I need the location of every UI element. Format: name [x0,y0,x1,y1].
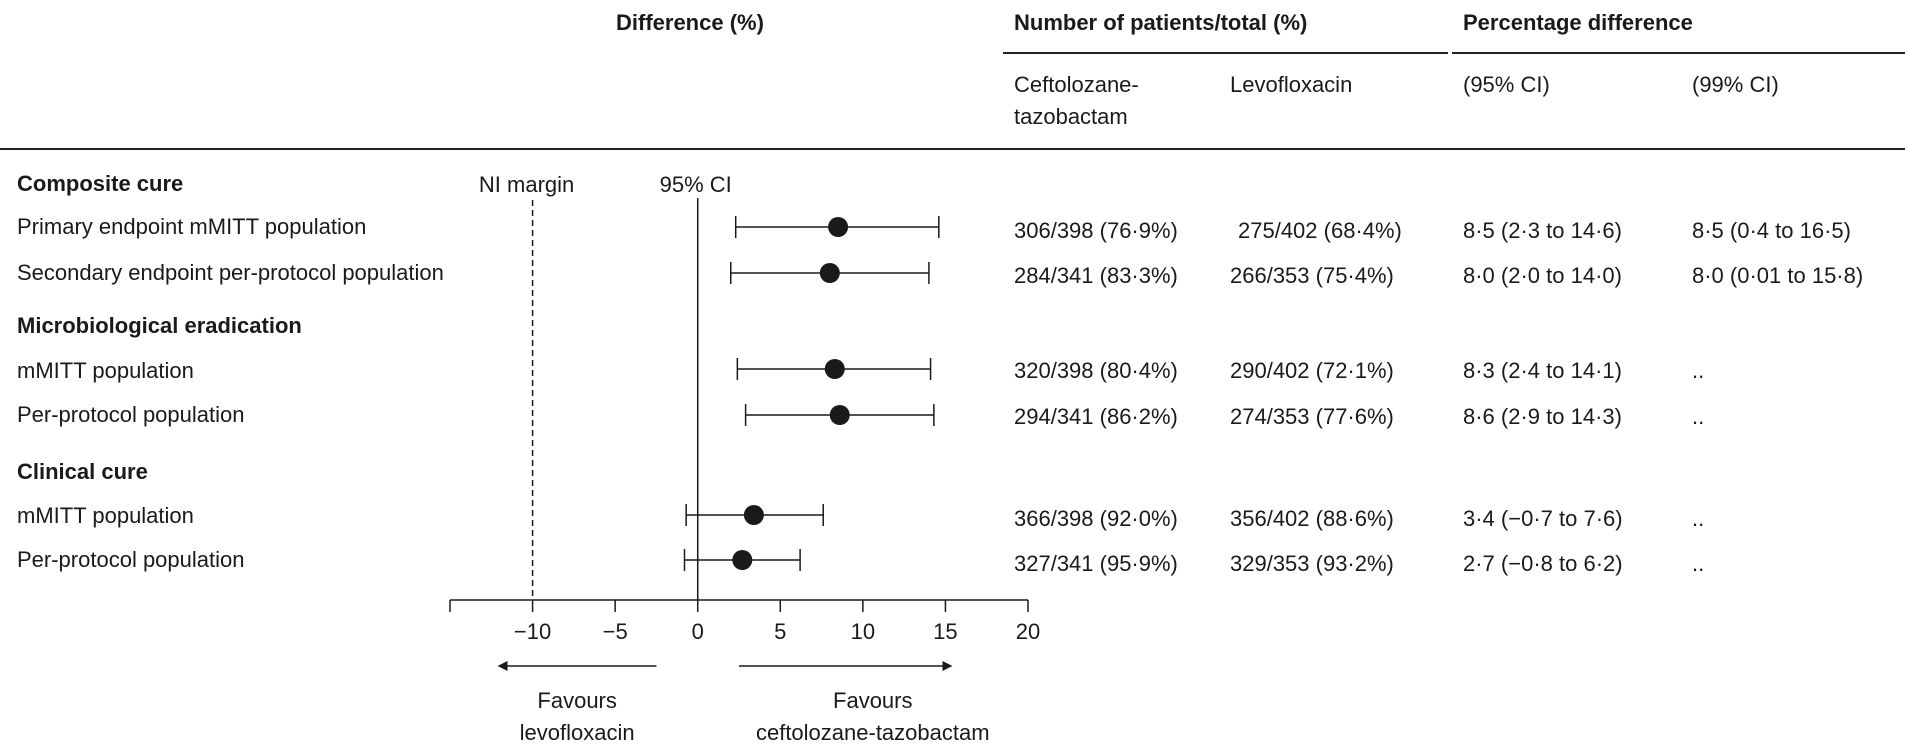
row-levo-value: 274/353 (77·6%) [1230,404,1394,429]
x-tick-label: −10 [514,619,551,644]
row-ci99-value: 8·5 (0·4 to 16·5) [1692,218,1851,243]
x-tick-label: 5 [774,619,786,644]
row-label: Secondary endpoint per-protocol populati… [17,260,444,285]
point-estimate [819,263,840,283]
row-label: Per-protocol population [17,547,245,572]
col-header-ceftolozane-2: tazobactam [1014,104,1128,129]
x-tick-label: 10 [851,619,875,644]
row-ci95-value: 8·5 (2·3 to 14·6) [1463,218,1622,243]
row-cef-value: 327/341 (95·9%) [1014,551,1178,576]
x-tick-label: 0 [692,619,704,644]
favours-right-label-2: ceftolozane-tazobactam [756,720,990,745]
favours-left-label-1: Favours [537,688,616,713]
row-levo-value: 290/402 (72·1%) [1230,358,1394,383]
row-cef-value: 320/398 (80·4%) [1014,358,1178,383]
favours-left-label-2: levofloxacin [520,720,635,745]
point-estimate [829,405,850,425]
row-ci99-value: .. [1692,551,1705,576]
row-label: Per-protocol population [17,402,245,427]
header-patients: Number of patients/total (%) [1014,10,1308,35]
section-microbiological-eradication: Microbiological eradication [17,313,302,338]
row-ci99-value: .. [1692,404,1705,429]
header-difference: Difference (%) [616,10,764,35]
ni-margin-label: NI margin [479,172,574,197]
row-ci99-value: .. [1692,506,1705,531]
point-estimate [828,217,849,237]
row-ci99-value: 8·0 (0·01 to 15·8) [1692,263,1864,288]
row-levo-value: 356/402 (88·6%) [1230,506,1394,531]
header-percentage-difference: Percentage difference [1463,10,1693,35]
row-ci95-value: 8·6 (2·9 to 14·3) [1463,404,1622,429]
x-tick-label: 20 [1016,619,1040,644]
row-levo-value: 275/402 (68·4%) [1238,218,1402,243]
row-label: Primary endpoint mMITT population [17,214,367,239]
point-estimate [824,359,845,379]
row-ci95-value: 2·7 (−0·8 to 6·2) [1463,551,1623,576]
row-ci95-value: 8·0 (2·0 to 14·0) [1463,263,1622,288]
favours-right-label-1: Favours [833,688,912,713]
x-tick-label: 15 [933,619,957,644]
point-estimate [732,550,753,570]
row-ci95-value: 3·4 (−0·7 to 7·6) [1463,506,1623,531]
col-header-ceftolozane-1: Ceftolozane- [1014,72,1139,97]
row-cef-value: 284/341 (83·3%) [1014,263,1178,288]
col-header-levofloxacin: Levofloxacin [1230,72,1353,97]
pctdiff-header-rule [1452,52,1905,54]
x-tick-label: −5 [603,619,628,644]
row-label: mMITT population [17,358,194,383]
col-header-ci99: (99% CI) [1692,72,1779,97]
point-estimate [743,505,764,525]
row-cef-value: 294/341 (86·2%) [1014,404,1178,429]
row-levo-value: 329/353 (93·2%) [1230,551,1394,576]
ci-label: 95% CI [660,172,732,197]
row-ci99-value: .. [1692,358,1705,383]
row-cef-value: 366/398 (92·0%) [1014,506,1178,531]
section-composite-cure: Composite cure [17,171,184,196]
row-label: mMITT population [17,503,194,528]
col-header-ci95: (95% CI) [1463,72,1550,97]
table-header-rule [0,148,1905,150]
row-levo-value: 266/353 (75·4%) [1230,263,1394,288]
row-cef-value: 306/398 (76·9%) [1014,218,1178,243]
patients-header-rule [1003,52,1448,54]
row-ci95-value: 8·3 (2·4 to 14·1) [1463,358,1622,383]
section-clinical-cure: Clinical cure [17,459,148,484]
